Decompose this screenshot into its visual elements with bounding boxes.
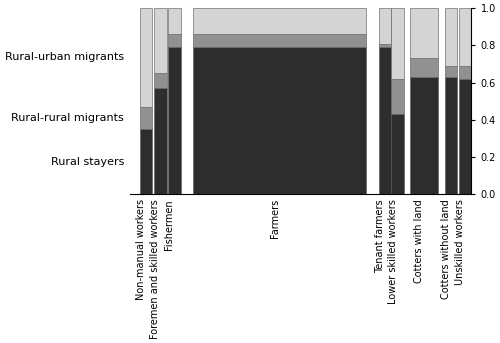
Bar [410, 77, 438, 194]
Bar [392, 114, 404, 194]
Bar [444, 77, 458, 194]
Bar [459, 8, 471, 66]
Text: Rural stayers: Rural stayers [51, 157, 124, 167]
Bar [378, 8, 392, 44]
Bar [378, 44, 392, 47]
Bar [168, 8, 180, 34]
Bar [154, 8, 166, 73]
Text: Rural-urban migrants: Rural-urban migrants [5, 52, 124, 62]
Bar [392, 79, 404, 114]
Text: Rural-rural migrants: Rural-rural migrants [12, 113, 124, 123]
Bar [154, 88, 166, 194]
Bar [154, 73, 166, 88]
Bar [392, 8, 404, 79]
Bar [410, 8, 438, 58]
Bar [459, 66, 471, 79]
Bar [410, 58, 438, 77]
Bar [168, 47, 180, 194]
Bar [194, 47, 366, 194]
Bar [168, 34, 180, 47]
Bar [140, 8, 152, 107]
Bar [444, 8, 458, 66]
Bar [194, 8, 366, 34]
Bar [444, 66, 458, 77]
Bar [140, 107, 152, 129]
Bar [459, 79, 471, 194]
Bar [194, 34, 366, 47]
Bar [140, 129, 152, 194]
Bar [378, 47, 392, 194]
